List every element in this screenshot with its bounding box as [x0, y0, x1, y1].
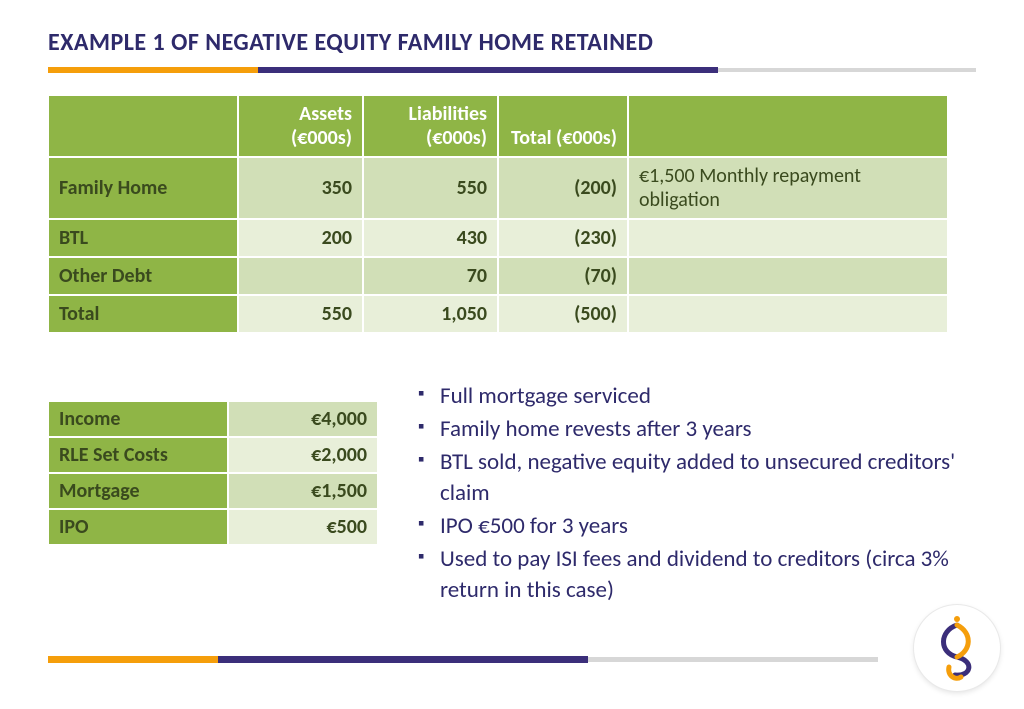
header-liabilities: Liabilities (€000s) — [363, 95, 498, 157]
bullet-item: Family home revests after 3 years — [418, 414, 976, 445]
cell-liabilities: 1,050 — [363, 295, 498, 333]
title-divider — [48, 67, 976, 73]
lower-section: Income €4,000 RLE Set Costs €2,000 Mortg… — [48, 381, 976, 608]
bullet-item: Full mortgage serviced — [418, 381, 976, 412]
cell-total: (70) — [498, 257, 628, 295]
cell-note — [628, 257, 948, 295]
row-label: BTL — [48, 219, 238, 257]
bullet-item: BTL sold, negative equity added to unsec… — [418, 447, 976, 509]
cell-note — [628, 219, 948, 257]
cell-total: (500) — [498, 295, 628, 333]
bullet-item: IPO €500 for 3 years — [418, 511, 976, 542]
header-note-blank — [628, 95, 948, 157]
bullet-item: Used to pay ISI fees and dividend to cre… — [418, 544, 976, 606]
footer-divider — [48, 656, 878, 663]
row-value: €2,000 — [228, 437, 378, 473]
table-row: Total 550 1,050 (500) — [48, 295, 948, 333]
logo-icon — [927, 613, 987, 683]
row-value: €4,000 — [228, 401, 378, 437]
cell-liabilities: 550 — [363, 157, 498, 219]
cell-assets: 550 — [238, 295, 363, 333]
table-row: BTL 200 430 (230) — [48, 219, 948, 257]
header-total: Total (€000s) — [498, 95, 628, 157]
header-assets: Assets (€000s) — [238, 95, 363, 157]
row-value: €500 — [228, 509, 378, 545]
header-blank — [48, 95, 238, 157]
table-row: Mortgage €1,500 — [48, 473, 378, 509]
table-header-row: Assets (€000s) Liabilities (€000s) Total… — [48, 95, 948, 157]
cell-assets — [238, 257, 363, 295]
table-row: Other Debt 70 (70) — [48, 257, 948, 295]
cell-assets: 350 — [238, 157, 363, 219]
table-row: Family Home 350 550 (200) €1,500 Monthly… — [48, 157, 948, 219]
row-label: Mortgage — [48, 473, 228, 509]
table-row: RLE Set Costs €2,000 — [48, 437, 378, 473]
row-label: IPO — [48, 509, 228, 545]
cell-liabilities: 70 — [363, 257, 498, 295]
company-logo — [914, 605, 1000, 691]
cell-note: €1,500 Monthly repayment obligation — [628, 157, 948, 219]
row-label: Income — [48, 401, 228, 437]
equity-table: Assets (€000s) Liabilities (€000s) Total… — [48, 95, 948, 333]
row-label: Family Home — [48, 157, 238, 219]
bullet-list: Full mortgage serviced Family home reves… — [418, 381, 976, 608]
row-label: Total — [48, 295, 238, 333]
cell-note — [628, 295, 948, 333]
row-label: RLE Set Costs — [48, 437, 228, 473]
cell-liabilities: 430 — [363, 219, 498, 257]
cell-assets: 200 — [238, 219, 363, 257]
cell-total: (230) — [498, 219, 628, 257]
table-row: IPO €500 — [48, 509, 378, 545]
slide: EXAMPLE 1 OF NEGATIVE EQUITY FAMILY HOME… — [0, 0, 1024, 608]
cell-total: (200) — [498, 157, 628, 219]
table-row: Income €4,000 — [48, 401, 378, 437]
row-value: €1,500 — [228, 473, 378, 509]
income-table: Income €4,000 RLE Set Costs €2,000 Mortg… — [48, 401, 378, 545]
row-label: Other Debt — [48, 257, 238, 295]
page-title: EXAMPLE 1 OF NEGATIVE EQUITY FAMILY HOME… — [48, 28, 976, 57]
